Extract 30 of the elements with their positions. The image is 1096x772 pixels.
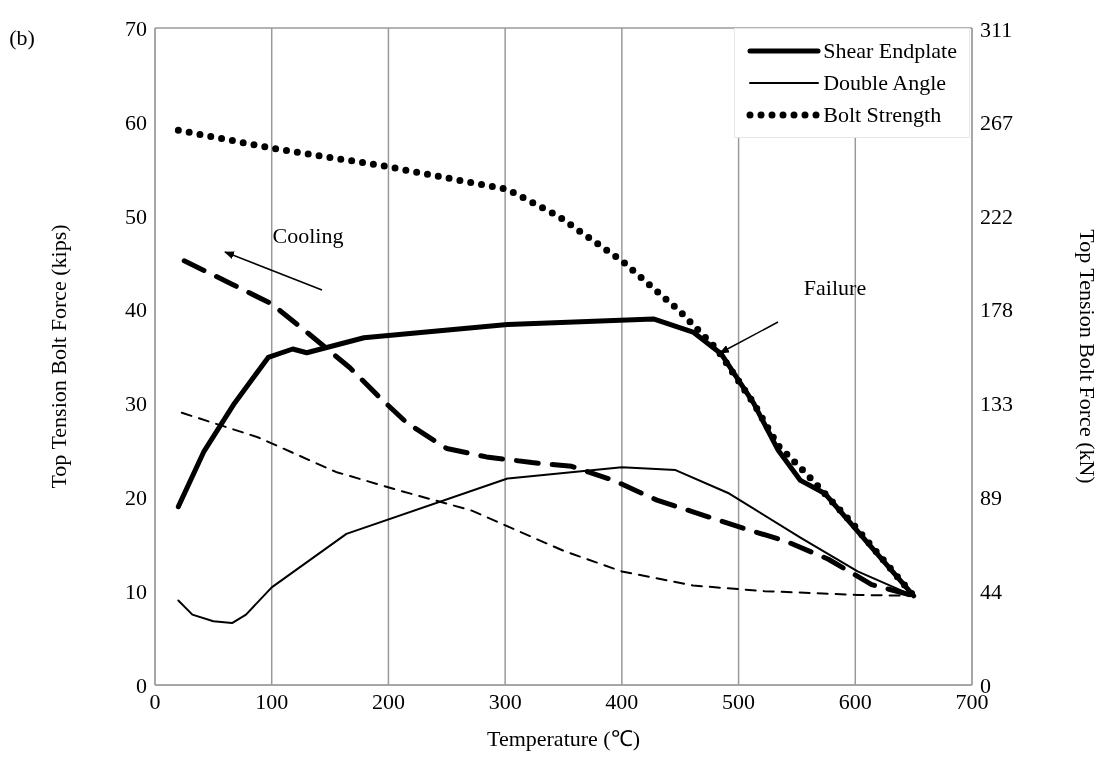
annotation: Cooling [272,223,344,249]
y-tick-label: 50 [125,203,147,229]
y-tick-label: 10 [125,578,147,604]
text: (b) [9,25,35,51]
x-tick-label: 600 [838,688,872,714]
y-tick-label: 60 [125,109,147,135]
annotation: Failure [803,275,867,301]
y-tick-label: 70 [125,15,147,41]
legend-label: Shear Endplate [823,37,957,65]
y2-tick-label: 311 [980,16,1013,42]
y2-tick-label: 267 [980,109,1013,135]
y2-tick-label: 178 [980,297,1013,323]
y2-tick-label: 222 [980,203,1013,229]
legend-label: Double Angle [823,69,947,97]
x-tick-label: 100 [255,688,289,714]
y-tick-label: 20 [125,485,147,511]
x-tick-label: 200 [371,688,405,714]
y2-tick-label: 89 [980,485,1002,511]
x-tick-label: 300 [488,688,522,714]
y2-axis-title: Top Tension Bolt Force (kN) [1075,229,1096,484]
y-axis-title: Top Tension Bolt Force (kips) [45,224,71,489]
y-tick-label: 0 [136,672,147,698]
x-tick-label: 400 [605,688,639,714]
y-tick-label: 40 [125,297,147,323]
legend-label: Bolt Strength [823,101,942,129]
y2-tick-label: 133 [980,391,1013,417]
y-tick-label: 30 [125,391,147,417]
x-tick-label: 500 [722,688,756,714]
y2-tick-label: 44 [980,578,1002,604]
x-axis-title: Temperature (℃) [487,726,640,751]
